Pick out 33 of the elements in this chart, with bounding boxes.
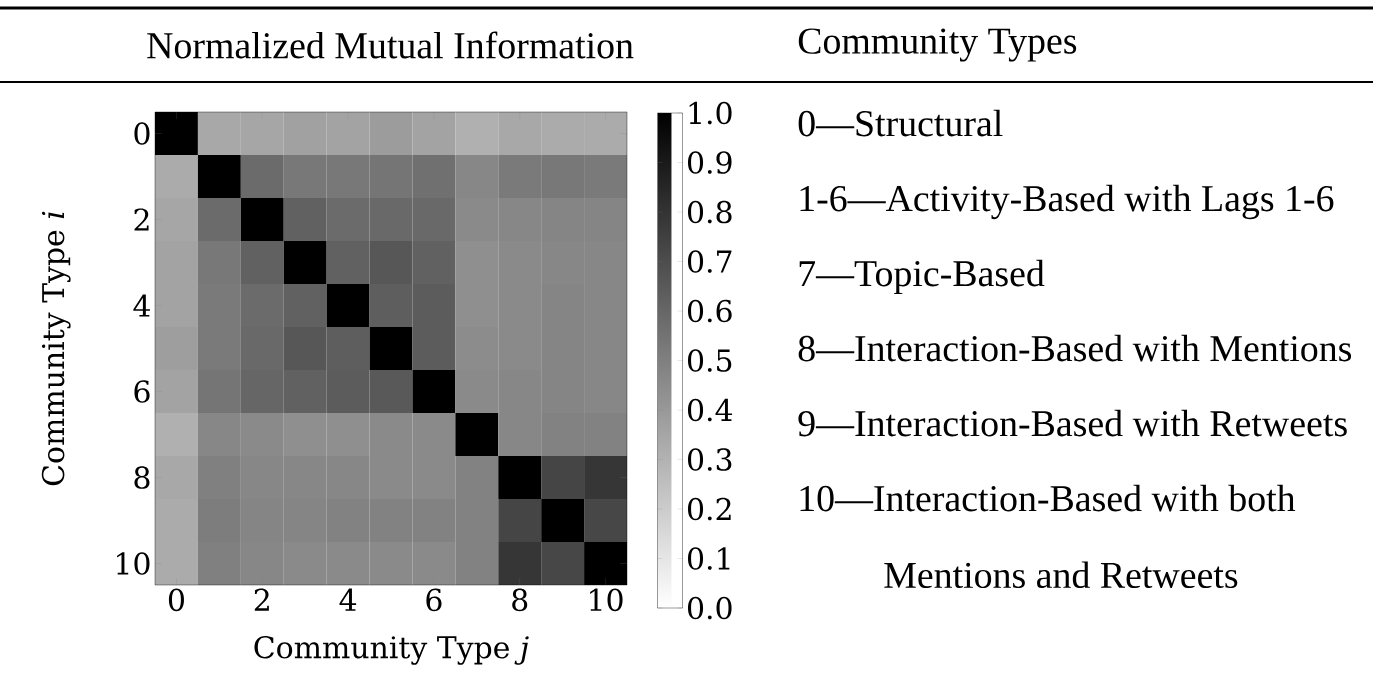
color-bar-label: 0.5 [688, 349, 732, 372]
y-tick-label: 4 [133, 294, 150, 317]
color-bar-label: 0.1 [688, 547, 730, 570]
y-tick-label: 6 [134, 380, 150, 403]
text: 1-6—Activity-Based with Lags 1-6 [800, 184, 1334, 220]
color-bar-label: 0.7 [688, 250, 732, 273]
x-tick-label: 8 [512, 588, 528, 612]
y-tick-label: 0 [134, 122, 150, 145]
x-tick-label: 10 [590, 588, 623, 612]
x-tick-label: 0 [168, 588, 184, 612]
x-tick-label: 2 [254, 588, 269, 611]
color-bar-label: 0.0 [688, 596, 732, 620]
color-bar-label: 0.2 [688, 497, 731, 521]
chart-title: Normalized Mutual Information [147, 31, 634, 59]
text: Community Types [798, 28, 1077, 62]
text: 10—Interaction-Based with both Mentions and Retweets [800, 484, 1296, 589]
y-tick-label: 2 [134, 208, 149, 231]
color-bar-label: 0.3 [688, 448, 732, 471]
text: 0—Structural [798, 109, 1003, 137]
x-axis-title: Community Type j [254, 635, 529, 665]
text: 7—Topic-Based [799, 259, 1045, 295]
y-axis-title: Community Type i [41, 211, 71, 486]
text: 8—Interaction-Based with Mentions [798, 334, 1352, 362]
color-bar-label: 0.9 [688, 151, 732, 174]
color-bar-label: 1.0 [689, 101, 732, 125]
color-bar-label: 0.6 [688, 299, 732, 323]
color-bar-label: 0.4 [688, 398, 733, 422]
x-tick-label: 6 [426, 588, 442, 612]
y-tick-label: 10 [117, 552, 150, 575]
x-tick-label: 4 [339, 588, 357, 611]
color-bar-label: 0.8 [688, 200, 732, 224]
text: 9—Interaction-Based with Retweets [798, 409, 1347, 437]
y-tick-label: 8 [134, 466, 150, 489]
